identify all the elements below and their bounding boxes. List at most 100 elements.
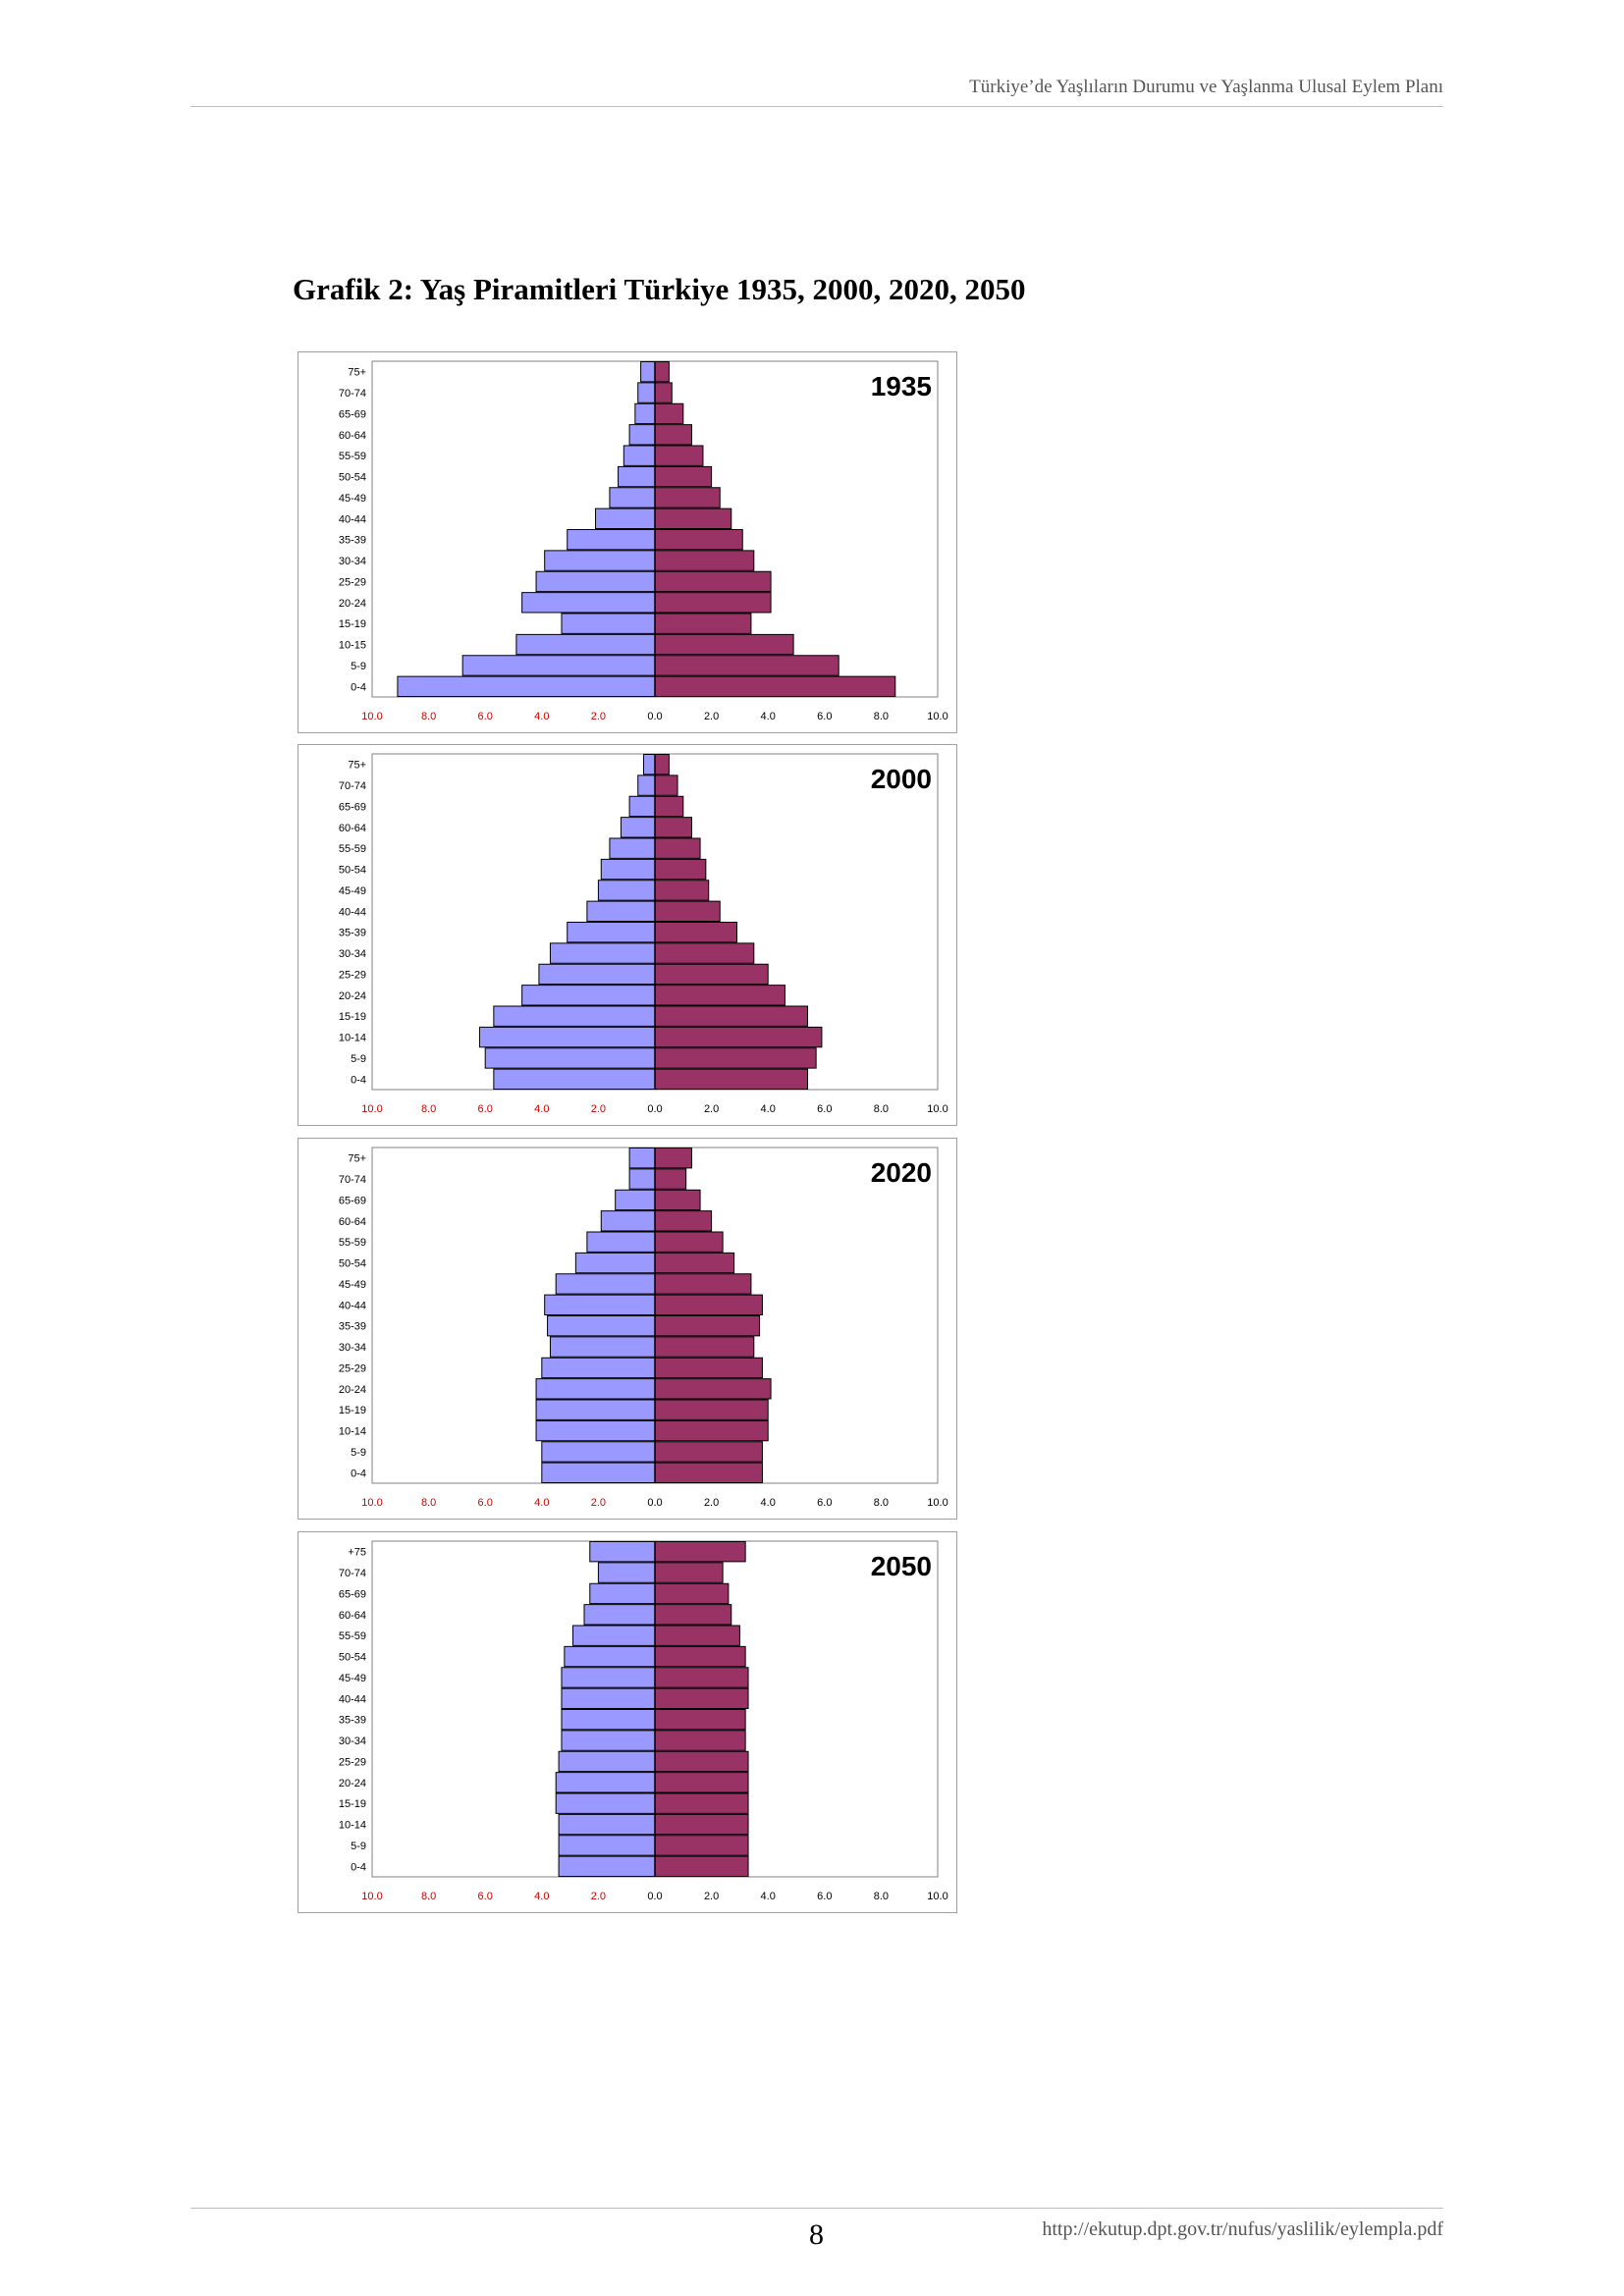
male-bar — [561, 1667, 656, 1688]
age-group-label: 15-19 — [339, 1011, 366, 1023]
age-group-label: 25-29 — [339, 576, 366, 588]
x-tick-label: 10.0 — [361, 1103, 382, 1115]
x-tick-label: 2.0 — [591, 1103, 606, 1115]
age-group-label: 15-19 — [339, 1798, 366, 1810]
x-tick-label: 6.0 — [817, 1497, 832, 1509]
age-group-label: 50-54 — [339, 472, 366, 484]
female-bar — [654, 1273, 752, 1295]
pyramid-svg: +75 70-74 65-69 60-64 55-59 50-54 45-49 40-44 35… — [298, 1531, 957, 1913]
female-bar — [654, 1541, 746, 1563]
male-bar — [628, 795, 656, 818]
male-bar — [642, 754, 656, 775]
male-bar — [583, 1604, 656, 1626]
x-tick-label: 0.0 — [647, 1497, 662, 1509]
male-bar — [493, 1068, 656, 1090]
male-bar — [597, 880, 656, 901]
x-tick-label: 4.0 — [761, 1891, 776, 1902]
page-header: Türkiye’de Yaşlıların Durumu ve Yaşlanma… — [190, 77, 1443, 107]
male-bar — [555, 1273, 656, 1295]
age-group-label: 15-19 — [339, 1405, 366, 1416]
age-group-label: 40-44 — [339, 1300, 366, 1311]
female-bar — [654, 1189, 701, 1211]
age-group-label: 20-24 — [339, 990, 366, 1002]
female-bar — [654, 1294, 763, 1315]
female-bar — [654, 655, 839, 676]
female-bar — [654, 1419, 769, 1442]
x-tick-label: 2.0 — [591, 1497, 606, 1509]
female-bar — [654, 1231, 724, 1253]
male-bar — [574, 1252, 656, 1274]
x-tick-label: 2.0 — [704, 711, 719, 722]
female-bar — [654, 550, 755, 571]
pyramid-chart-2020: 75+ 70-74 65-69 60-64 55-59 50-54 45-49 40-44 35… — [298, 1138, 957, 1520]
male-bar — [628, 424, 656, 446]
female-bar — [654, 1005, 809, 1027]
male-bar — [461, 655, 656, 676]
male-bar — [555, 1772, 656, 1793]
male-bar — [628, 1148, 656, 1169]
age-group-label: 10-14 — [339, 1033, 366, 1044]
female-bar — [654, 487, 721, 508]
age-group-label: 5-9 — [351, 1053, 366, 1065]
female-bar — [654, 1687, 749, 1709]
male-bar — [544, 1294, 656, 1315]
age-group-label: 60-64 — [339, 1610, 366, 1622]
pyramid-svg: 75+ 70-74 65-69 60-64 55-59 50-54 45-49 40-44 35… — [298, 351, 957, 733]
female-bar — [654, 424, 692, 446]
age-group-label: 45-49 — [339, 1279, 366, 1291]
male-bar — [561, 613, 656, 634]
age-group-label: 25-29 — [339, 1362, 366, 1374]
age-group-label: 0-4 — [351, 1468, 366, 1479]
female-bar — [654, 1604, 732, 1626]
age-group-label: 45-49 — [339, 885, 366, 897]
female-bar — [654, 507, 732, 529]
age-group-label: 30-34 — [339, 556, 366, 567]
x-tick-label: 6.0 — [817, 711, 832, 722]
age-group-label: 5-9 — [351, 1447, 366, 1459]
age-group-label: 70-74 — [339, 1174, 366, 1186]
x-tick-label: 4.0 — [761, 711, 776, 722]
female-bar — [654, 1462, 763, 1483]
x-tick-label: 4.0 — [534, 711, 549, 722]
male-bar — [609, 837, 656, 859]
x-tick-label: 8.0 — [421, 1497, 436, 1509]
pyramid-chart-1935: 75+ 70-74 65-69 60-64 55-59 50-54 45-49 40-44 35… — [298, 351, 957, 733]
chart-year-title: 1935 — [871, 371, 932, 401]
age-group-label: 65-69 — [339, 1195, 366, 1206]
age-group-label: 40-44 — [339, 1693, 366, 1705]
female-bar — [654, 1047, 817, 1069]
page-number: 8 — [809, 2218, 824, 2251]
male-bar — [555, 1792, 656, 1814]
age-group-label: 50-54 — [339, 865, 366, 877]
age-group-label: +75 — [348, 1547, 366, 1559]
figure-title: Grafik 2: Yaş Piramitleri Türkiye 1935, … — [293, 272, 1026, 306]
female-bar — [654, 880, 710, 901]
x-tick-label: 10.0 — [361, 711, 382, 722]
male-bar — [586, 900, 656, 922]
female-bar — [654, 774, 678, 796]
male-bar — [597, 1562, 656, 1583]
x-tick-label: 8.0 — [874, 1103, 889, 1115]
female-bar — [654, 1026, 823, 1048]
male-bar — [521, 985, 656, 1006]
pyramid-svg: 75+ 70-74 65-69 60-64 55-59 50-54 45-49 40-44 35… — [298, 744, 957, 1126]
male-bar — [564, 1645, 656, 1668]
female-bar — [654, 1792, 749, 1814]
female-bar — [654, 465, 713, 488]
chart-year-title: 2020 — [871, 1157, 932, 1188]
age-group-label: 40-44 — [339, 906, 366, 918]
female-bar — [654, 817, 692, 838]
x-tick-label: 10.0 — [927, 1891, 947, 1902]
x-tick-label: 10.0 — [927, 1103, 947, 1115]
x-tick-label: 0.0 — [647, 1891, 662, 1902]
age-group-label: 30-34 — [339, 948, 366, 960]
x-tick-label: 0.0 — [647, 711, 662, 722]
age-group-label: 20-24 — [339, 598, 366, 610]
pyramid-chart-2050: +75 70-74 65-69 60-64 55-59 50-54 45-49 40-44 35… — [298, 1531, 957, 1913]
age-group-label: 15-19 — [339, 618, 366, 630]
male-bar — [600, 858, 656, 881]
male-bar — [478, 1026, 656, 1048]
age-group-label: 45-49 — [339, 1673, 366, 1684]
footer-url: http://ekutup.dpt.gov.tr/nufus/yaslilik/… — [1042, 2218, 1443, 2240]
female-bar — [654, 1667, 749, 1688]
